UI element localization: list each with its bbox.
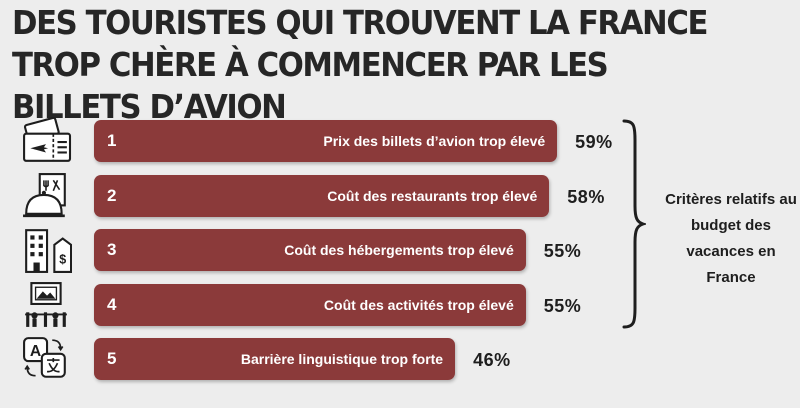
bar-label: Coût des hébergements trop élevé	[284, 242, 514, 258]
bar-1: 1 Prix des billets d’avion trop élevé	[94, 120, 558, 162]
plane-ticket-icon	[20, 116, 76, 167]
bar-3: 3 Coût des hébergements trop élevé	[94, 229, 526, 271]
value-label: 46%	[473, 350, 511, 370]
value-label: 59%	[575, 132, 613, 152]
value-label: 55%	[543, 241, 582, 261]
bar-label: Barrière linguistique trop forte	[240, 351, 444, 367]
bracket-label: Critères relatifs au budget des vacances…	[665, 191, 797, 286]
bar-2: 2 Coût des restaurants trop élevé	[94, 174, 550, 217]
page-title: DES TOURISTES QUI TROUVENT LA FRANCE TRO…	[12, 3, 708, 126]
bar-rank: 4	[107, 294, 117, 314]
value-label: 58%	[567, 186, 605, 207]
bar-rank: 5	[107, 349, 117, 368]
bar-5: 5 Barrière linguistique trop forte	[94, 338, 456, 380]
svg-text:A: A	[30, 343, 41, 360]
value-label: 55%	[543, 295, 582, 316]
svg-text:$: $	[59, 253, 66, 267]
bracket-brace	[622, 119, 646, 329]
restaurant-menu-icon	[20, 172, 76, 222]
bar-rank: 1	[107, 131, 117, 150]
bar-rank: 3	[107, 240, 117, 259]
museum-painting-icon	[20, 281, 76, 331]
hotel-building-icon: $	[20, 226, 76, 276]
translate-icon: A	[20, 335, 76, 385]
bar-4: 4 Coût des activités trop élevé	[94, 283, 526, 326]
bar-label: Prix des billets d’avion trop élevé	[323, 133, 546, 149]
bar-rank: 2	[107, 185, 117, 205]
bar-label: Coût des restaurants trop élevé	[327, 187, 538, 204]
bar-label: Coût des activités trop élevé	[323, 296, 514, 313]
